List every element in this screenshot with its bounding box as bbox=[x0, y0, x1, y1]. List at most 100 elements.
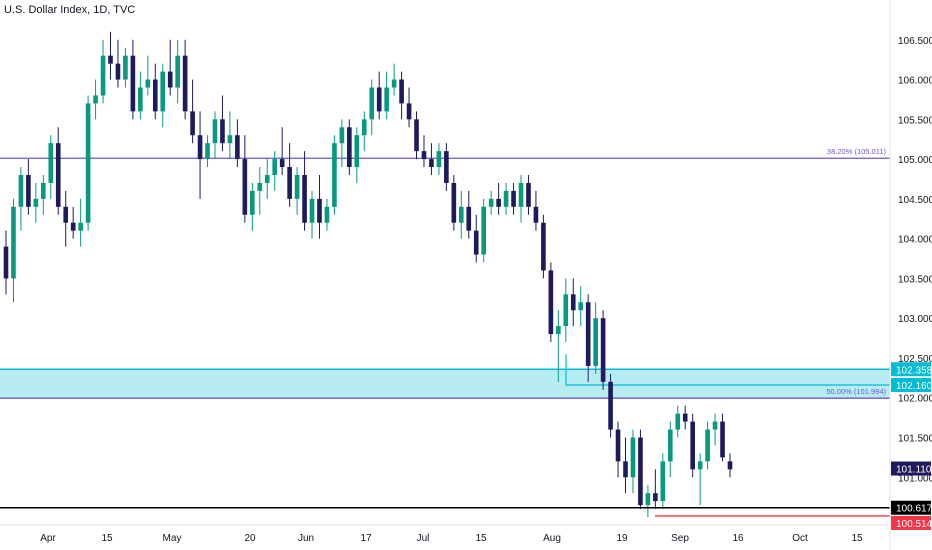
time-tick-label: Aug bbox=[543, 533, 561, 544]
price-tick-label: 104.500 bbox=[898, 195, 932, 206]
zone-upper-label-text: 102.358 bbox=[896, 365, 932, 376]
candle-body bbox=[361, 119, 367, 136]
candle-body bbox=[354, 135, 360, 168]
candle-body bbox=[727, 461, 733, 470]
time-tick-label: Jul bbox=[417, 533, 430, 544]
level-layer bbox=[0, 506, 890, 517]
candle-body bbox=[11, 206, 16, 279]
candle-body bbox=[593, 318, 598, 366]
candle-body bbox=[451, 182, 457, 223]
candle-body bbox=[705, 429, 710, 462]
candle-body bbox=[70, 222, 76, 231]
candle-body bbox=[653, 493, 658, 502]
candle-body bbox=[138, 87, 143, 112]
price-tick-label: 101.000 bbox=[898, 473, 932, 484]
candle-body bbox=[541, 222, 546, 271]
candle-body bbox=[645, 493, 651, 506]
price-tick-label: 103.500 bbox=[898, 274, 932, 285]
candle-body bbox=[697, 461, 703, 470]
candle-body bbox=[317, 198, 322, 223]
support-label-text: 100.617 bbox=[896, 504, 932, 515]
candle-body bbox=[675, 413, 681, 430]
candle-body bbox=[503, 190, 509, 207]
fib-layer: 38.20% (105.011) 50.00% (101.994) bbox=[0, 147, 890, 399]
time-tick-label: Jun bbox=[298, 533, 314, 544]
candle-body bbox=[488, 198, 494, 207]
candle-body bbox=[48, 143, 54, 183]
candle-body bbox=[18, 175, 24, 207]
resistance-zone bbox=[0, 369, 890, 399]
candle-body bbox=[712, 421, 718, 430]
candle-body bbox=[376, 87, 382, 112]
zone-upper-label-box bbox=[891, 362, 931, 377]
candle-body bbox=[608, 381, 613, 430]
candle-body bbox=[429, 159, 434, 168]
candle-body bbox=[152, 79, 158, 112]
candle-body bbox=[556, 326, 561, 335]
candle-body bbox=[667, 429, 673, 462]
price-tick-label: 102.500 bbox=[898, 354, 932, 365]
candle-body bbox=[458, 206, 464, 223]
time-tick-label: Sep bbox=[671, 533, 689, 544]
candle-body bbox=[272, 159, 278, 175]
fib-label-0: 38.20% (105.011) bbox=[827, 147, 887, 156]
price-tick-label: 106.500 bbox=[898, 36, 932, 47]
candle-body bbox=[324, 206, 330, 223]
candle-body bbox=[533, 206, 539, 223]
candle-body bbox=[690, 421, 695, 470]
candle-body bbox=[294, 175, 300, 199]
price-tick-label: 103.000 bbox=[898, 314, 932, 325]
support-label-box bbox=[891, 500, 931, 515]
candle-layer bbox=[3, 31, 733, 518]
candle-body bbox=[473, 230, 479, 255]
zone-lower-line bbox=[565, 354, 890, 386]
candle-body bbox=[302, 175, 307, 223]
candle-body bbox=[347, 127, 352, 168]
candle-body bbox=[630, 437, 636, 478]
candle-body bbox=[205, 143, 210, 160]
candle-body bbox=[481, 206, 487, 255]
time-tick-label: 15 bbox=[475, 533, 487, 544]
time-tick-label: 17 bbox=[360, 533, 372, 544]
candle-body bbox=[369, 87, 375, 120]
price-tick-label: 105.500 bbox=[898, 115, 932, 126]
candle-body bbox=[78, 222, 83, 231]
candle-body bbox=[212, 119, 218, 144]
candle-body bbox=[145, 79, 151, 88]
candle-body bbox=[93, 95, 98, 104]
price-tick-label: 102.000 bbox=[898, 394, 932, 405]
chart-title: U.S. Dollar Index, 1D, TVC bbox=[4, 4, 136, 16]
candle-body bbox=[332, 143, 337, 207]
candle-body bbox=[720, 421, 725, 458]
candle-body bbox=[100, 55, 106, 96]
candle-body bbox=[175, 55, 180, 88]
candle-body bbox=[391, 79, 397, 88]
candle-body bbox=[85, 103, 91, 223]
candle-body bbox=[130, 55, 136, 112]
price-tick-label: 101.500 bbox=[898, 434, 932, 445]
candle-body bbox=[563, 294, 569, 327]
candle-body bbox=[63, 206, 69, 223]
price-tick-label: 104.000 bbox=[898, 235, 932, 246]
candle-body bbox=[339, 127, 345, 144]
last-price-label-box bbox=[891, 461, 931, 476]
candle-body bbox=[444, 151, 449, 183]
candle-body bbox=[190, 111, 195, 136]
time-tick-label: 15 bbox=[101, 533, 113, 544]
zone-layer bbox=[0, 354, 890, 399]
candle-body bbox=[160, 71, 166, 112]
candle-body bbox=[496, 198, 501, 207]
candle-body bbox=[249, 190, 255, 215]
candle-body bbox=[235, 135, 240, 160]
time-tick-label: 19 bbox=[616, 533, 628, 544]
candle-body bbox=[115, 63, 121, 80]
candle-body bbox=[623, 461, 628, 478]
candle-body bbox=[41, 182, 46, 199]
candle-body bbox=[615, 429, 621, 462]
last-price-label-text: 101.110 bbox=[896, 465, 932, 476]
time-tick-label: Oct bbox=[792, 533, 808, 544]
candle-body bbox=[466, 206, 472, 231]
candle-body bbox=[55, 143, 61, 207]
candle-body bbox=[570, 294, 576, 311]
